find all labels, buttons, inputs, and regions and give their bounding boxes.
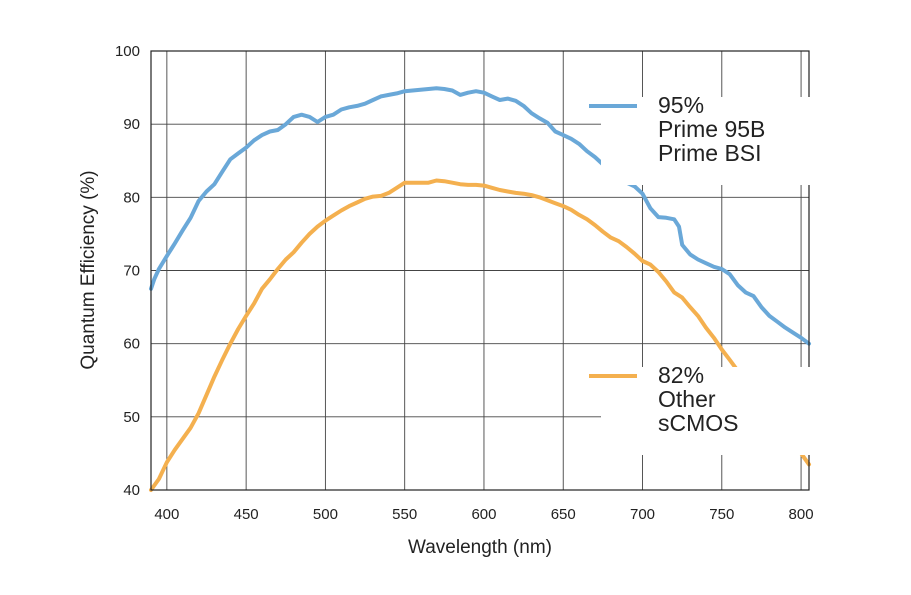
x-tick-label: 800 bbox=[789, 506, 814, 523]
x-tick-labels: 400 450 500 550 600 650 700 750 800 bbox=[154, 506, 813, 523]
series-layer bbox=[149, 86, 811, 492]
legend-label: Prime 95B bbox=[658, 116, 765, 142]
y-tick-label: 70 bbox=[123, 263, 140, 280]
legend-label: Prime BSI bbox=[658, 140, 762, 166]
legend-label: 82% bbox=[658, 362, 704, 388]
series-line-2 bbox=[149, 178, 811, 492]
series-line-1 bbox=[149, 86, 811, 346]
y-tick-label: 80 bbox=[123, 189, 140, 206]
y-tick-label: 90 bbox=[123, 116, 140, 133]
x-tick-label: 550 bbox=[392, 506, 417, 523]
x-tick-label: 600 bbox=[471, 506, 496, 523]
y-tick-labels: 40 50 60 70 80 90 100 bbox=[115, 43, 140, 499]
x-tick-label: 400 bbox=[154, 506, 179, 523]
plot-frame bbox=[150, 50, 810, 491]
legend-label: 95% bbox=[658, 92, 704, 118]
x-axis-title: Wavelength (nm) bbox=[408, 537, 552, 558]
y-axis-title: Quantum Efficiency (%) bbox=[78, 170, 99, 369]
y-tick-label: 100 bbox=[115, 43, 140, 60]
x-tick-label: 650 bbox=[551, 506, 576, 523]
x-tick-label: 450 bbox=[234, 506, 259, 523]
y-tick-label: 60 bbox=[123, 336, 140, 353]
x-tick-label: 700 bbox=[630, 506, 655, 523]
legend-background bbox=[601, 367, 811, 455]
legend-label: sCMOS bbox=[658, 410, 739, 436]
x-tick-label: 750 bbox=[709, 506, 734, 523]
y-tick-label: 40 bbox=[123, 482, 140, 499]
y-tick-label: 50 bbox=[123, 409, 140, 426]
legend-label: Other bbox=[658, 386, 716, 412]
x-tick-label: 500 bbox=[313, 506, 338, 523]
legend-background bbox=[601, 97, 811, 185]
